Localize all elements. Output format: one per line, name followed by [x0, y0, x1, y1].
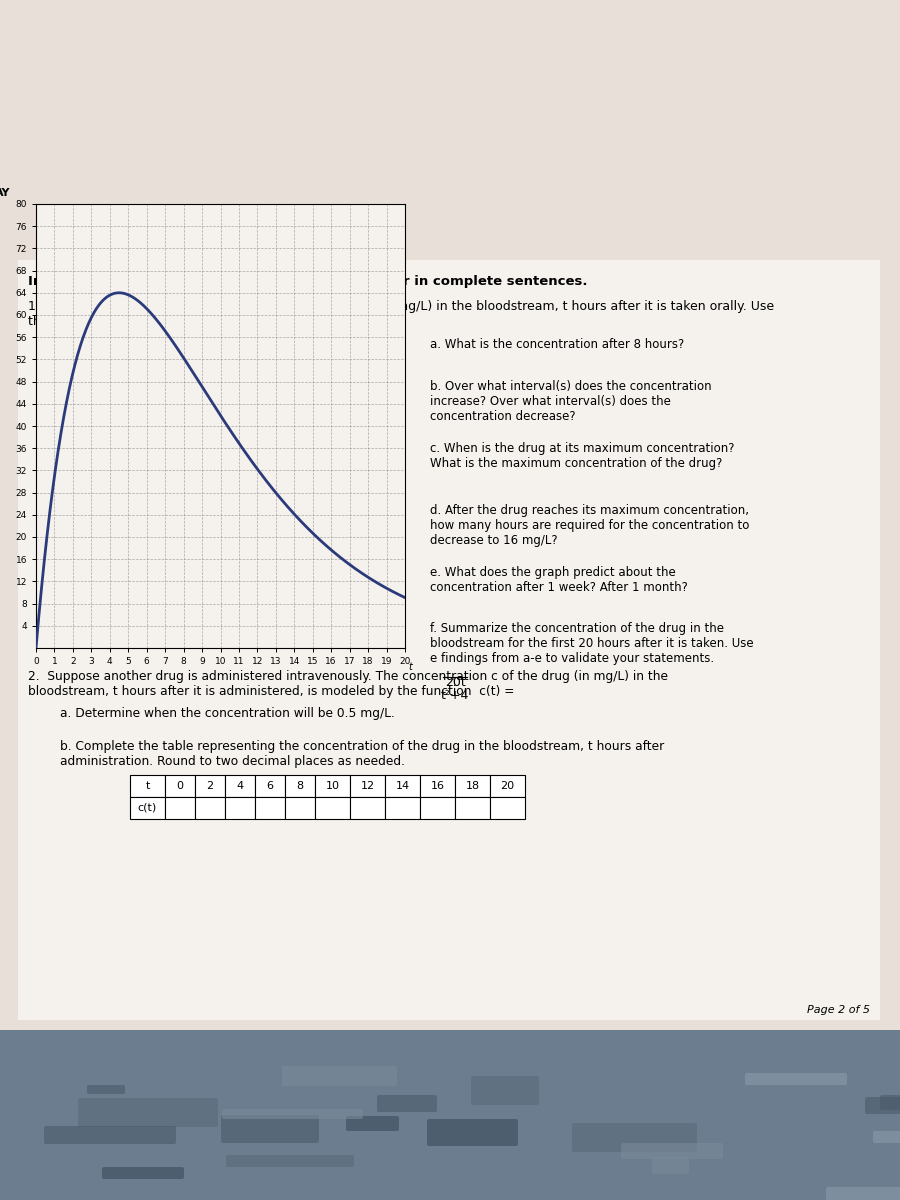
Text: 2.  Suppose another drug is administered intravenously. The concentration c of t: 2. Suppose another drug is administered … — [28, 670, 668, 698]
Text: 4: 4 — [237, 781, 244, 791]
FancyBboxPatch shape — [346, 1116, 399, 1130]
Text: t: t — [145, 781, 149, 791]
FancyBboxPatch shape — [572, 1123, 697, 1152]
FancyBboxPatch shape — [745, 1073, 847, 1085]
Bar — [490, 775, 525, 797]
Bar — [165, 775, 195, 797]
Bar — [225, 775, 255, 797]
Bar — [315, 797, 350, 818]
FancyBboxPatch shape — [865, 1097, 900, 1114]
FancyBboxPatch shape — [621, 1142, 723, 1159]
Text: 0: 0 — [176, 781, 184, 791]
Bar — [130, 775, 165, 797]
Bar — [490, 797, 525, 818]
FancyBboxPatch shape — [471, 1076, 539, 1105]
FancyBboxPatch shape — [87, 1085, 125, 1094]
FancyBboxPatch shape — [44, 1126, 176, 1144]
Text: a. What is the concentration after 8 hours?: a. What is the concentration after 8 hou… — [430, 338, 684, 350]
Bar — [420, 797, 455, 818]
FancyBboxPatch shape — [282, 1066, 397, 1086]
Bar — [285, 797, 315, 818]
Text: 16: 16 — [430, 781, 445, 791]
Bar — [255, 797, 285, 818]
Text: 2: 2 — [206, 781, 213, 791]
Text: t: t — [409, 662, 412, 672]
FancyBboxPatch shape — [427, 1118, 518, 1146]
Bar — [455, 775, 490, 797]
Text: f. Summarize the concentration of the drug in the
bloodstream for the first 20 h: f. Summarize the concentration of the dr… — [430, 622, 753, 665]
Bar — [255, 775, 285, 797]
Bar — [285, 775, 315, 797]
Bar — [350, 775, 385, 797]
Text: 8: 8 — [296, 781, 303, 791]
Text: c(t): c(t) — [138, 803, 157, 814]
Text: b. Over what interval(s) does the concentration
increase? Over what interval(s) : b. Over what interval(s) does the concen… — [430, 380, 712, 422]
FancyBboxPatch shape — [0, 1030, 900, 1200]
FancyBboxPatch shape — [880, 1094, 900, 1110]
Text: c. When is the drug at its maximum concentration?
What is the maximum concentrat: c. When is the drug at its maximum conce… — [430, 442, 734, 470]
Bar — [195, 775, 225, 797]
Text: 14: 14 — [395, 781, 410, 791]
Text: 20t: 20t — [445, 676, 465, 689]
Bar — [315, 775, 350, 797]
Text: 20: 20 — [500, 781, 515, 791]
Text: 1.  The graph below shows the concentration of a drug (in mg/L) in the bloodstre: 1. The graph below shows the concentrati… — [28, 300, 774, 328]
FancyBboxPatch shape — [221, 1115, 319, 1142]
FancyBboxPatch shape — [222, 1109, 363, 1118]
FancyBboxPatch shape — [377, 1094, 437, 1112]
Text: AY: AY — [0, 188, 11, 198]
FancyBboxPatch shape — [78, 1098, 218, 1127]
Text: 12: 12 — [360, 781, 374, 791]
FancyBboxPatch shape — [652, 1157, 689, 1174]
FancyBboxPatch shape — [873, 1130, 900, 1142]
Bar — [385, 775, 420, 797]
Text: e. What does the graph predict about the
concentration after 1 week? After 1 mon: e. What does the graph predict about the… — [430, 566, 688, 594]
FancyBboxPatch shape — [226, 1154, 354, 1166]
Text: Page 2 of 5: Page 2 of 5 — [807, 1006, 870, 1015]
Bar — [165, 797, 195, 818]
Text: 18: 18 — [465, 781, 480, 791]
Bar — [195, 797, 225, 818]
Bar — [420, 775, 455, 797]
Text: d. After the drug reaches its maximum concentration,
how many hours are required: d. After the drug reaches its maximum co… — [430, 504, 750, 547]
Bar — [130, 797, 165, 818]
Text: 10: 10 — [326, 781, 339, 791]
Text: t²+4: t²+4 — [441, 689, 469, 702]
Bar — [225, 797, 255, 818]
Text: Instructions: Read each question carefully. Answer in complete sentences.: Instructions: Read each question careful… — [28, 275, 588, 288]
Bar — [350, 797, 385, 818]
Text: a. Determine when the concentration will be 0.5 mg/L.: a. Determine when the concentration will… — [60, 707, 395, 720]
Bar — [385, 797, 420, 818]
Bar — [455, 797, 490, 818]
Text: b. Complete the table representing the concentration of the drug in the bloodstr: b. Complete the table representing the c… — [60, 740, 664, 768]
FancyBboxPatch shape — [102, 1166, 184, 1178]
FancyBboxPatch shape — [826, 1187, 900, 1200]
FancyBboxPatch shape — [18, 260, 880, 1020]
Text: 6: 6 — [266, 781, 274, 791]
